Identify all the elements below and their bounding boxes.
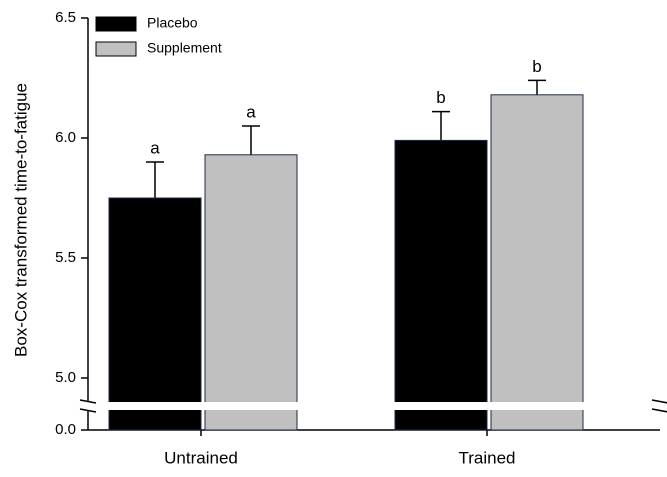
x-tick-label: Trained: [458, 448, 515, 467]
y-tick-label: 0.0: [55, 421, 76, 438]
legend-swatch: [95, 41, 137, 57]
x-tick-label: Untrained: [164, 448, 238, 467]
break-mark: [79, 408, 97, 413]
break-mark: [651, 399, 667, 404]
significance-letter: b: [532, 57, 541, 76]
y-tick-label: 6.5: [55, 9, 76, 26]
break-mark: [79, 399, 97, 404]
bar: [394, 139, 488, 431]
y-tick-label: 5.0: [55, 369, 76, 386]
bar: [490, 94, 584, 431]
break-mark: [651, 408, 667, 413]
y-tick-label: 5.5: [55, 249, 76, 266]
legend-label: Placebo: [147, 15, 198, 31]
y-axis-label: Box-Cox transformed time-to-fatigue: [11, 83, 30, 357]
axis-break: [89, 402, 661, 410]
y-tick-label: 6.0: [55, 129, 76, 146]
significance-letter: a: [246, 102, 256, 121]
bar: [204, 154, 298, 431]
significance-letter: a: [150, 138, 160, 157]
legend-label: Supplement: [147, 40, 222, 56]
bar: [108, 197, 202, 431]
significance-letter: b: [436, 88, 445, 107]
legend-swatch: [95, 16, 137, 32]
